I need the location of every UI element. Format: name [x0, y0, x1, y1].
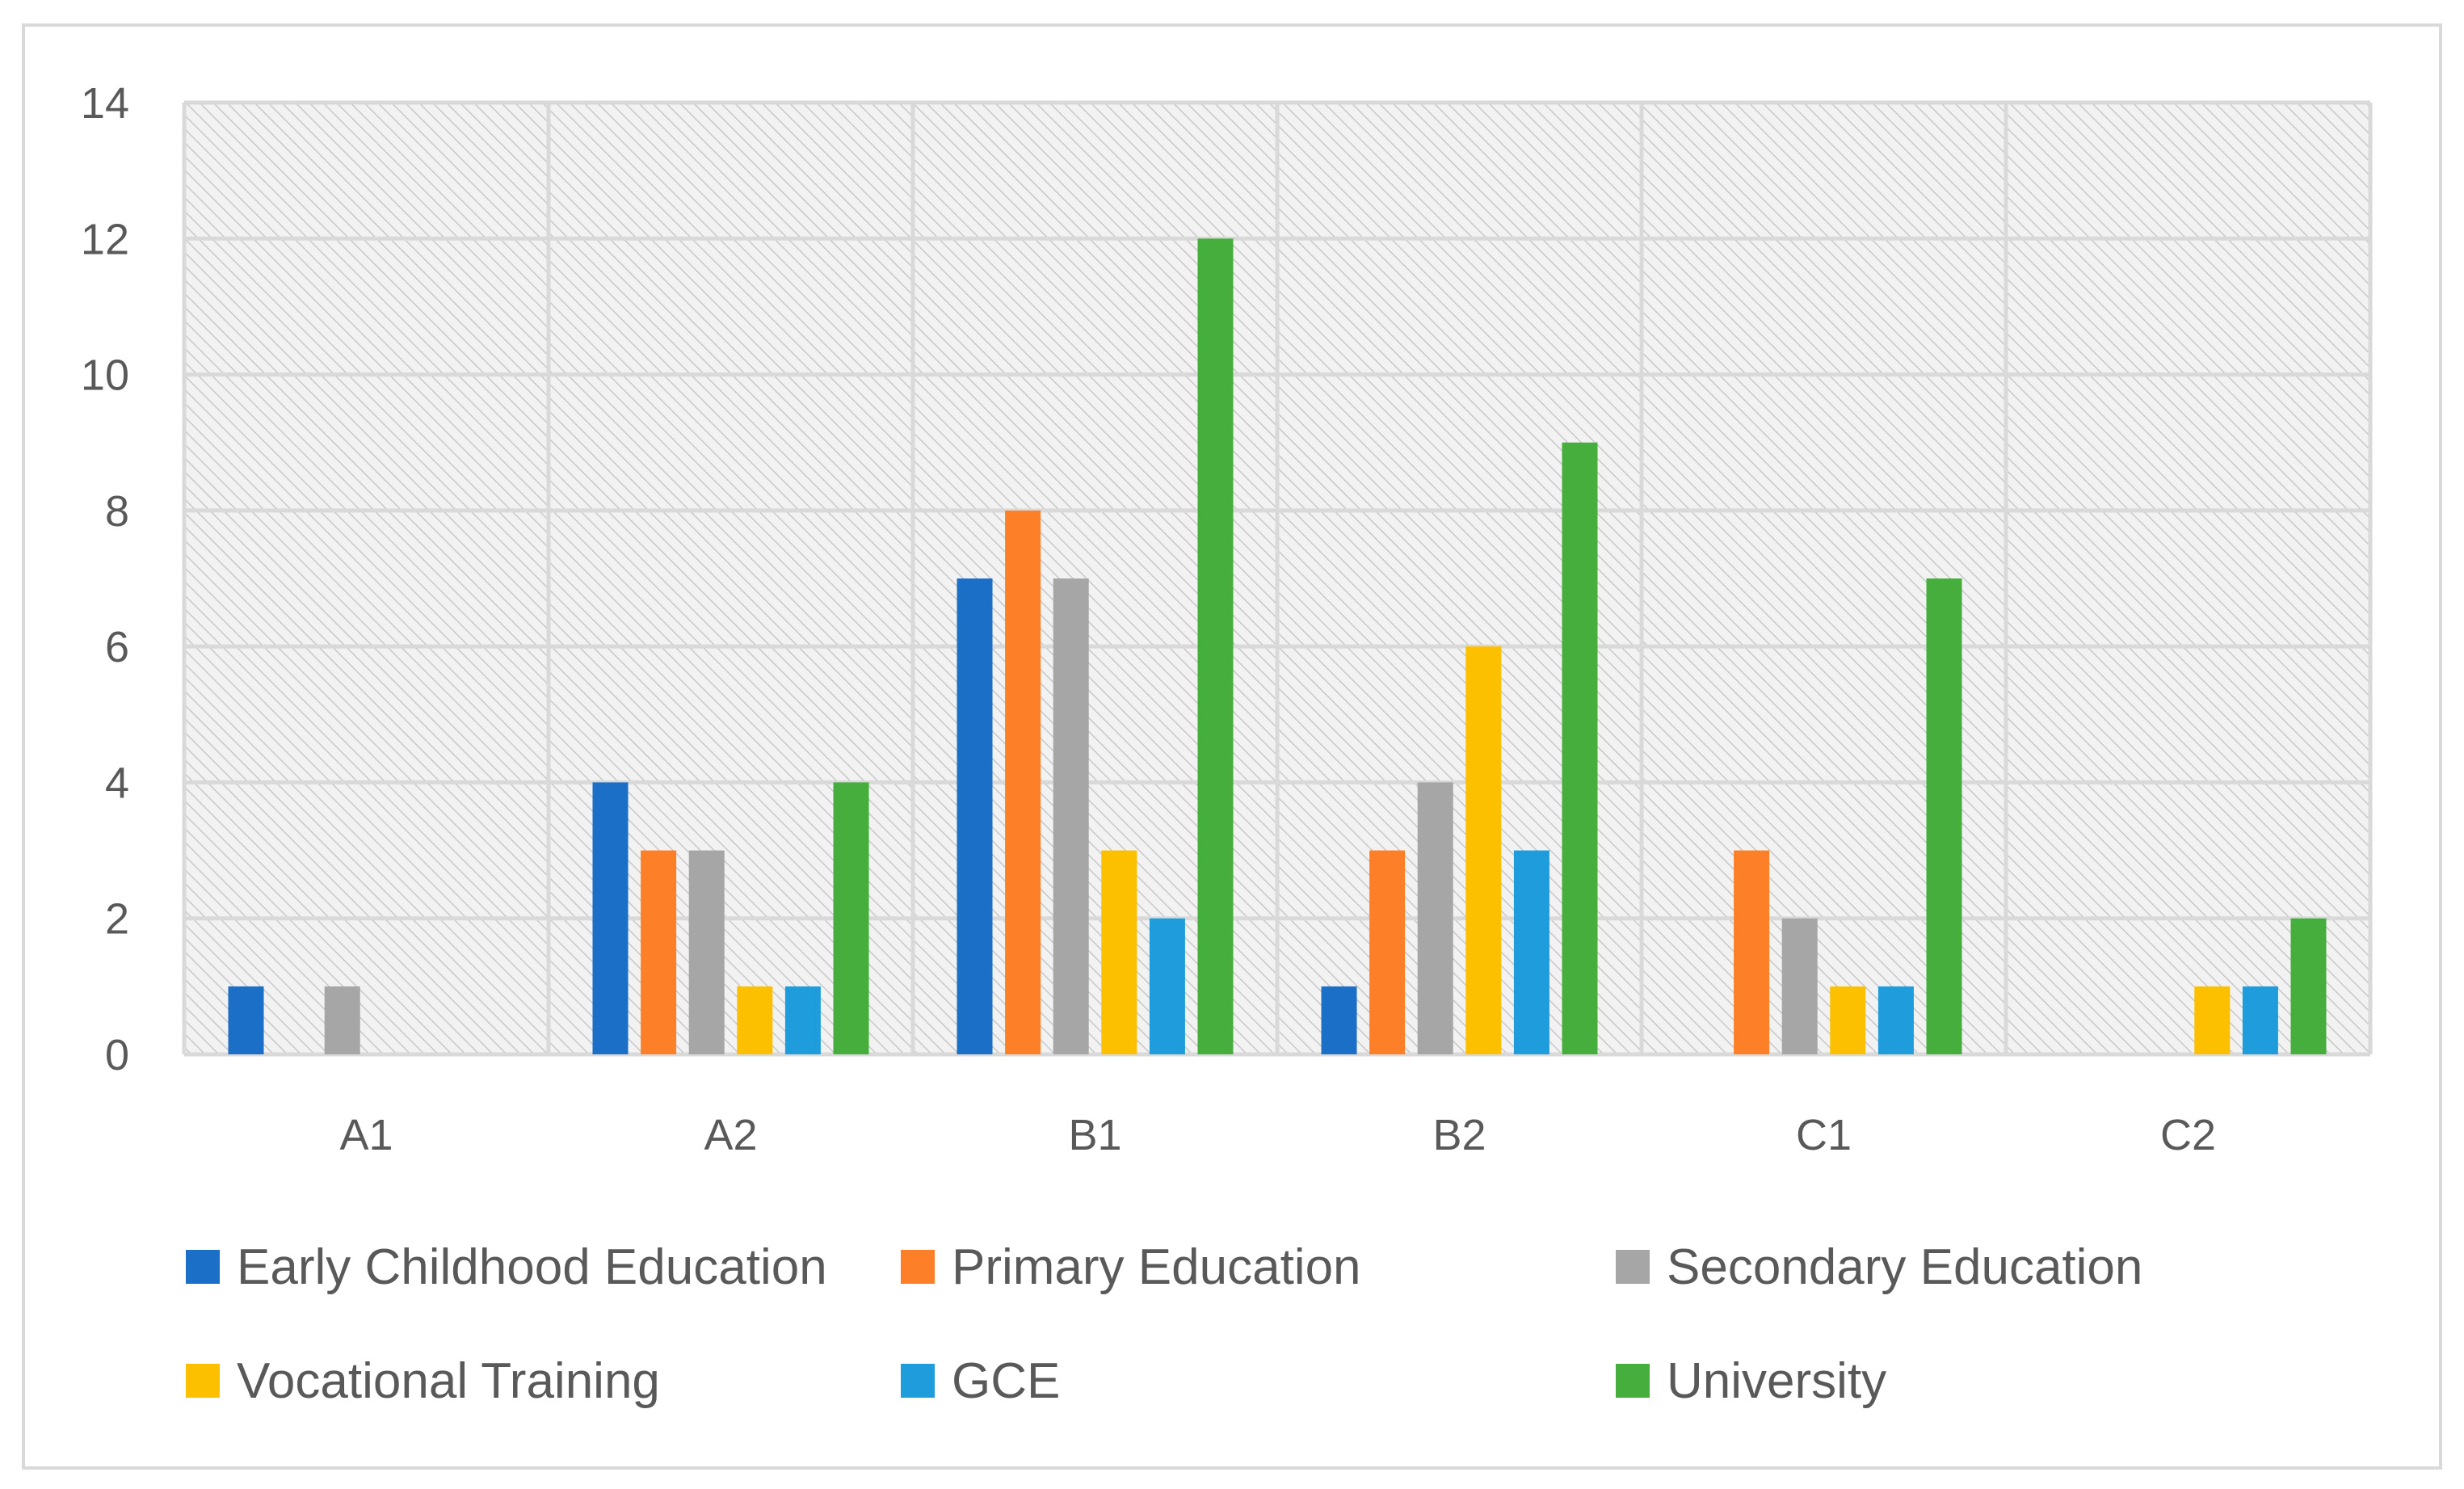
bar-b1-secondary-education [1053, 578, 1089, 1054]
y-tick-label: 10 [81, 351, 129, 400]
bar-a2-vocational-training [737, 986, 773, 1054]
bar-b1-gce [1149, 918, 1185, 1054]
bars [228, 238, 2327, 1054]
legend-label: Primary Education [952, 1239, 1361, 1295]
legend-item-secondary-education: Secondary Education [1616, 1239, 2142, 1295]
bar-a2-primary-education [641, 850, 677, 1054]
legend-swatch [901, 1250, 935, 1284]
bar-c1-university [1926, 578, 1962, 1054]
y-axis: 0 2 4 6 8 10 12 14 [81, 79, 129, 1079]
y-tick-label: 12 [81, 215, 129, 263]
bar-c2-vocational-training [2194, 986, 2231, 1054]
bar-b2-secondary-education [1417, 782, 1453, 1054]
bar-b1-vocational-training [1101, 850, 1137, 1054]
x-axis: A1 A2 B1 B2 C1 C2 [339, 1111, 2216, 1159]
legend-item-early-childhood-education: Early Childhood Education [186, 1239, 827, 1295]
y-tick-label: 0 [105, 1031, 129, 1079]
bar-b1-early-childhood-education [957, 578, 993, 1054]
legend-item-vocational-training: Vocational Training [186, 1353, 660, 1409]
bar-a1-secondary-education [324, 986, 360, 1054]
legend-item-university: University [1616, 1353, 1886, 1409]
y-tick-label: 2 [105, 895, 129, 944]
legend-swatch [186, 1364, 220, 1398]
bar-b2-gce [1513, 850, 1549, 1054]
y-tick-label: 4 [105, 759, 129, 807]
legend-swatch [186, 1250, 220, 1284]
x-tick-label: C1 [1796, 1111, 1852, 1159]
y-tick-label: 6 [105, 623, 129, 671]
legend-label: Vocational Training [237, 1353, 660, 1409]
bar-c1-secondary-education [1781, 918, 1818, 1054]
legend-item-gce: GCE [901, 1353, 1060, 1409]
bar-b2-vocational-training [1465, 646, 1502, 1054]
legend-label: Early Childhood Education [237, 1239, 827, 1295]
bar-a2-secondary-education [688, 850, 725, 1054]
bar-c2-gce [2242, 986, 2278, 1054]
x-tick-label: A1 [339, 1111, 393, 1159]
bar-b2-university [1562, 442, 1598, 1054]
gridlines [182, 100, 2373, 1057]
bar-c1-vocational-training [1830, 986, 1866, 1054]
bar-c1-gce [1877, 986, 1914, 1054]
bar-b1-primary-education [1005, 510, 1041, 1054]
y-tick-label: 8 [105, 487, 129, 536]
legend-swatch [1616, 1364, 1650, 1398]
y-tick-label: 14 [81, 79, 129, 128]
bar-c1-primary-education [1734, 850, 1770, 1054]
bar-b1-university [1197, 238, 1234, 1054]
bar-a2-university [833, 782, 869, 1054]
bar-a1-early-childhood-education [228, 986, 264, 1054]
legend-label: GCE [952, 1353, 1060, 1409]
x-tick-label: B2 [1432, 1111, 1486, 1159]
legend-swatch [1616, 1250, 1650, 1284]
x-tick-label: A2 [704, 1111, 757, 1159]
legend-label: Secondary Education [1667, 1239, 2142, 1295]
legend-label: University [1667, 1353, 1886, 1409]
legend-swatch [901, 1364, 935, 1398]
x-tick-label: B1 [1068, 1111, 1121, 1159]
x-tick-label: C2 [2160, 1111, 2216, 1159]
bar-b2-early-childhood-education [1321, 986, 1357, 1054]
bar-a2-early-childhood-education [592, 782, 629, 1054]
bar-b2-primary-education [1369, 850, 1406, 1054]
bar-c2-university [2290, 918, 2327, 1054]
bar-a2-gce [784, 986, 821, 1054]
legend: Early Childhood Education Primary Educati… [186, 1239, 2142, 1409]
legend-item-primary-education: Primary Education [901, 1239, 1361, 1295]
